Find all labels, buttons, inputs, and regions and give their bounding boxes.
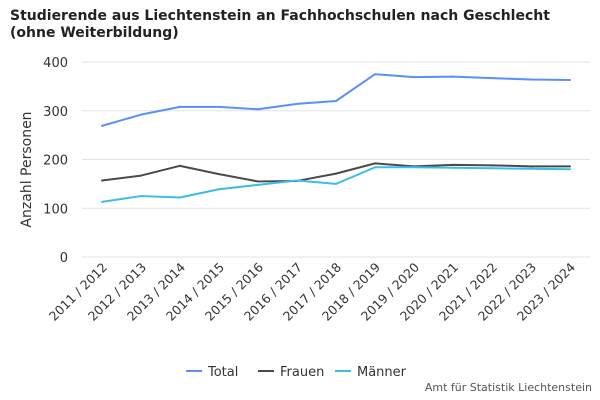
data-point [335, 172, 337, 175]
data-point [101, 179, 103, 182]
legend-label: Männer [357, 365, 407, 380]
chart-title: Studierende aus Liechtenstein an Fachhoc… [10, 8, 550, 41]
data-point [491, 164, 493, 167]
data-point [218, 105, 220, 108]
data-point [179, 164, 181, 167]
legend-label: Total [207, 365, 238, 380]
data-point [452, 163, 454, 166]
data-point [101, 200, 103, 203]
data-point [413, 76, 415, 79]
data-point [257, 183, 259, 186]
y-tick-label: 100 [43, 202, 68, 217]
data-point [569, 168, 571, 171]
data-point [140, 174, 142, 177]
data-point [491, 77, 493, 80]
data-point [218, 173, 220, 176]
data-point [218, 188, 220, 191]
y-axis-label: Anzahl Personen [19, 111, 35, 227]
data-point [179, 196, 181, 199]
y-tick-label: 400 [43, 56, 68, 71]
data-point [530, 78, 532, 81]
data-point [530, 167, 532, 170]
data-point [491, 167, 493, 170]
data-point [335, 100, 337, 102]
data-point [140, 195, 142, 198]
data-point [374, 166, 376, 169]
data-point [413, 166, 415, 169]
data-point [296, 179, 298, 182]
data-point [374, 162, 376, 165]
data-point [140, 113, 142, 116]
source-note: Amt für Statistik Liechtenstein [424, 381, 592, 394]
y-tick-label: 0 [60, 251, 68, 266]
data-point [101, 124, 103, 127]
y-tick-label: 200 [43, 154, 68, 169]
series-line-frauen [101, 162, 570, 183]
data-point [569, 79, 571, 82]
data-point [335, 182, 337, 185]
data-point [569, 165, 571, 168]
data-point [374, 73, 376, 76]
data-point [257, 108, 259, 111]
data-point [296, 102, 298, 105]
data-point [530, 165, 532, 168]
data-point [452, 166, 454, 169]
data-point [257, 180, 259, 183]
legend-label: Frauen [280, 365, 324, 380]
data-point [452, 75, 454, 78]
data-point [179, 105, 181, 108]
y-tick-label: 300 [43, 105, 68, 120]
